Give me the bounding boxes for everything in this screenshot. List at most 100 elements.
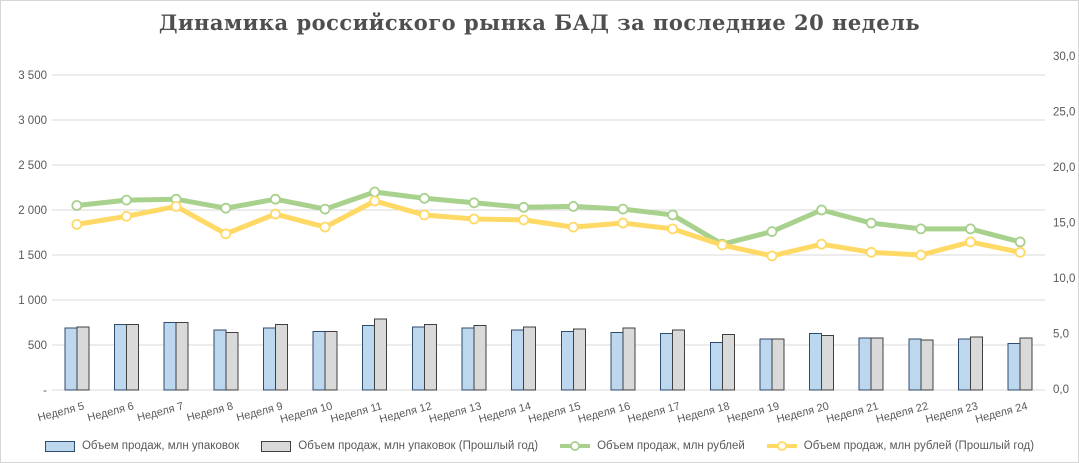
legend-label: Объем продаж, млн упаковок (Прошлый год): [298, 440, 539, 452]
bar-previous: [423, 324, 437, 391]
left-axis-tick-label: 3 000: [18, 115, 47, 127]
x-axis-label: Неделя 5: [37, 400, 86, 424]
line-previous: [74, 198, 1023, 259]
bar-current: [1007, 342, 1021, 391]
bar-previous: [870, 337, 884, 391]
bar-current: [362, 325, 376, 391]
x-axis-label: Неделя 8: [186, 400, 235, 424]
bar-current: [958, 338, 972, 391]
line-marker: [121, 210, 132, 222]
bar-previous: [920, 339, 934, 391]
bar-current: [163, 321, 177, 391]
line-marker: [766, 250, 778, 262]
bar-previous: [1019, 337, 1033, 391]
x-axis-label: Неделя 14: [478, 400, 533, 425]
right-axis-tick-label: 20,0: [1053, 162, 1075, 174]
left-axis-tick-label: 1 500: [18, 250, 47, 262]
left-axis-tick-label: 500: [28, 340, 47, 352]
line-marker: [915, 223, 927, 235]
line-marker: [865, 246, 877, 258]
bar-previous: [324, 330, 338, 391]
line-marker: [270, 208, 281, 220]
x-axis-label: Неделя 21: [825, 400, 880, 425]
bar-previous: [374, 318, 388, 391]
legend-item-0: Объем продаж, млн упаковок: [44, 440, 240, 452]
line-marker: [518, 201, 530, 213]
line-marker: [667, 209, 679, 221]
legend-item-1: Объем продаж, млн упаковок (Прошлый год): [261, 440, 538, 452]
line-marker: [865, 217, 877, 229]
x-axis-label: Неделя 15: [527, 400, 582, 425]
right-axis-tick-label: 30,0: [1053, 51, 1075, 63]
left-axis-tick-label: 3 500: [18, 70, 47, 82]
line-marker: [220, 202, 232, 214]
line-marker: [1014, 246, 1026, 258]
bar-previous: [672, 329, 686, 391]
bar-current: [560, 330, 574, 391]
legend-label: Объем продаж, млн рублей: [597, 440, 745, 452]
line-marker: [965, 223, 976, 235]
bar-current: [908, 338, 922, 391]
bar-previous: [622, 327, 636, 391]
bar-current: [64, 327, 78, 391]
bar-previous: [771, 338, 785, 391]
line-marker: [965, 236, 976, 248]
line-marker: [617, 217, 629, 229]
bar-current: [858, 337, 872, 391]
line-marker: [1014, 236, 1026, 248]
bar-current: [461, 327, 475, 391]
bar-previous: [523, 326, 537, 391]
bar-current: [759, 338, 773, 391]
legend-label: Объем продаж, млн рублей (Прошлый год): [803, 440, 1035, 452]
x-axis-label: Неделя 7: [136, 400, 185, 424]
x-axis-label: Неделя 20: [775, 400, 830, 425]
bar-current: [709, 341, 723, 391]
right-axis-tick-label: 25,0: [1053, 107, 1075, 119]
bar-current: [262, 327, 276, 391]
bar-previous: [473, 325, 487, 391]
line-marker: [319, 203, 331, 215]
line-marker: [319, 221, 331, 233]
line-marker: [220, 228, 232, 240]
x-axis-label: Неделя 23: [924, 400, 979, 425]
bar-current: [660, 333, 674, 391]
line-marker: [518, 214, 530, 226]
x-axis-label: Неделя 19: [726, 400, 781, 425]
x-axis-label: Неделя 22: [875, 400, 930, 425]
bar-current: [213, 329, 227, 391]
line-marker: [667, 223, 679, 235]
left-axis-tick-label: 2 000: [18, 205, 47, 217]
bar-previous: [572, 328, 586, 391]
x-axis-label: Неделя 11: [329, 400, 383, 425]
line-marker: [418, 192, 430, 204]
bar-previous: [225, 331, 239, 391]
line-marker: [170, 200, 182, 212]
x-axis-label: Неделя 10: [279, 400, 334, 425]
line-marker: [567, 200, 579, 212]
bar-previous: [76, 326, 90, 391]
line-marker: [716, 239, 728, 251]
x-axis-label: Неделя 6: [86, 400, 135, 424]
chart-legend: Объем продаж, млн упаковок Объем продаж, …: [1, 440, 1078, 452]
bar-current: [113, 324, 127, 391]
line-marker: [71, 200, 83, 211]
x-axis-label: Неделя 16: [577, 400, 632, 425]
bar-previous: [175, 321, 189, 391]
chart-title: Динамика российского рынка БАД за послед…: [158, 10, 921, 35]
left-axis-tick-label: 1 000: [18, 295, 47, 307]
bar-current: [411, 326, 425, 391]
line-marker: [816, 238, 827, 250]
left-axis-tick-label: -: [43, 385, 47, 397]
x-axis-label: Неделя 24: [974, 400, 1029, 425]
bar-previous: [274, 324, 288, 391]
legend-label: Объем продаж, млн упаковок: [81, 440, 240, 452]
bar-previous: [970, 336, 984, 391]
line-swatch-icon: [560, 440, 591, 452]
line-marker: [71, 218, 83, 230]
bar-current: [610, 331, 624, 391]
line-swatch-icon: [766, 440, 797, 452]
right-axis-tick-label: 10,0: [1053, 273, 1075, 285]
left-axis-tick-label: 2 500: [18, 160, 47, 172]
